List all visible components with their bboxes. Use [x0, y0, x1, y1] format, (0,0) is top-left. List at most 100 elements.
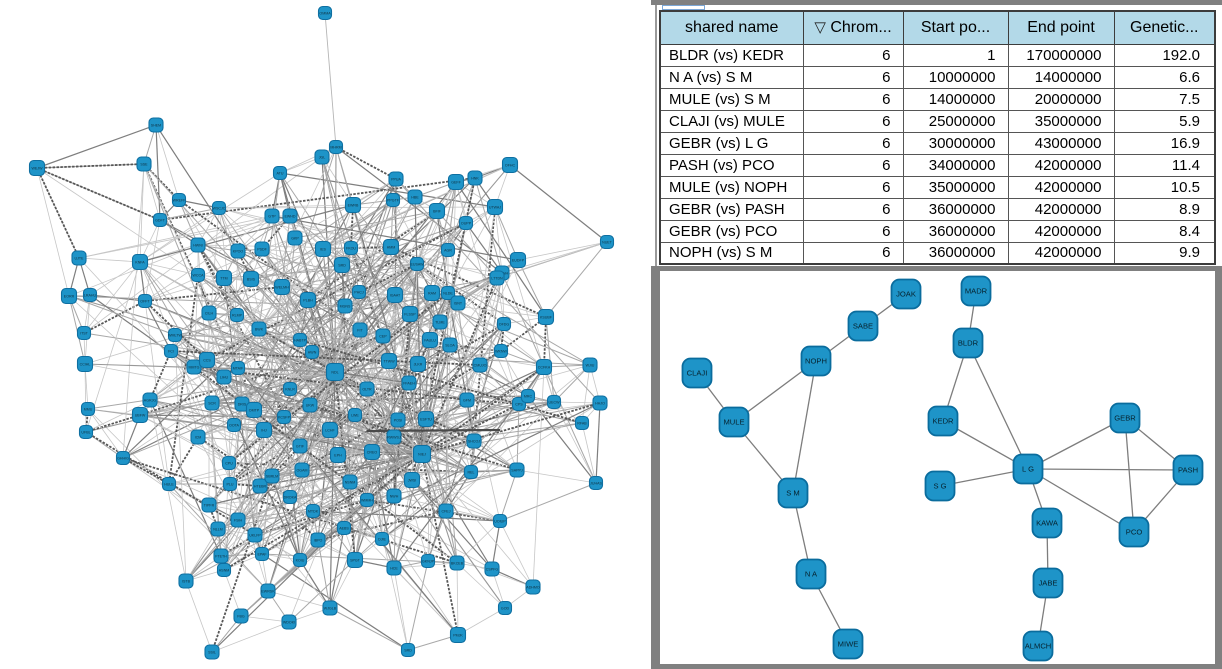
svg-text:FTETH: FTETH [215, 554, 227, 558]
svg-text:GKNJP: GKNJP [422, 559, 435, 563]
svg-text:SRD: SRD [404, 648, 412, 652]
svg-text:EUDFP: EUDFP [512, 258, 525, 262]
svg-text:MHRM: MHRM [330, 145, 341, 149]
svg-text:WDOKI: WDOKI [283, 620, 295, 624]
svg-text:L G: L G [1022, 465, 1034, 474]
svg-text:CMUJO: CMUJO [474, 363, 487, 367]
svg-text:CLAJI: CLAJI [687, 369, 708, 378]
svg-text:MADR: MADR [965, 287, 988, 296]
svg-text:HTEBR: HTEBR [254, 484, 267, 488]
svg-text:CSPFG: CSPFG [486, 567, 499, 571]
svg-text:HBE: HBE [411, 195, 419, 199]
svg-text:EWRB: EWRB [348, 203, 359, 207]
svg-text:FKOU: FKOU [346, 246, 356, 250]
svg-text:EWHD: EWHD [285, 214, 296, 218]
svg-text:ATU: ATU [277, 171, 284, 175]
svg-text:RLMP: RLMP [232, 313, 243, 317]
svg-text:WMLTW: WMLTW [168, 333, 182, 337]
svg-text:POSI: POSI [394, 418, 403, 422]
svg-text:NIEJ: NIEJ [418, 452, 426, 456]
svg-text:WELMH: WELMH [275, 285, 289, 289]
svg-text:UECW: UECW [549, 400, 561, 404]
svg-text:DJIE: DJIE [378, 537, 386, 541]
svg-text:CCFKH: CCFKH [538, 365, 551, 369]
svg-text:SHCOJ: SHCOJ [468, 439, 480, 443]
svg-text:AGR: AGR [444, 248, 452, 252]
svg-text:NUET: NUET [602, 240, 613, 244]
svg-text:OMMA: OMMA [319, 11, 331, 15]
svg-text:PPUA: PPUA [391, 177, 401, 181]
svg-text:SPGT: SPGT [350, 558, 361, 562]
svg-text:PMJK: PMJK [453, 633, 463, 637]
svg-text:MTAIF: MTAIF [233, 366, 244, 370]
svg-text:WCCA: WCCA [193, 273, 205, 277]
svg-text:KPOO: KPOO [233, 249, 244, 253]
svg-text:UKLFP: UKLFP [249, 533, 261, 537]
svg-text:EPAF: EPAF [257, 552, 267, 556]
svg-text:GOD: GOD [501, 606, 510, 610]
svg-text:ADHMO: ADHMO [526, 585, 540, 589]
svg-text:SHEM: SHEM [151, 123, 161, 127]
svg-text:HMM: HMM [387, 245, 396, 249]
svg-text:WJGLB: WJGLB [324, 606, 337, 610]
svg-text:SSIL: SSIL [208, 650, 216, 654]
svg-text:HSNM: HSNM [219, 568, 230, 572]
svg-text:SAPPJ: SAPPJ [511, 468, 523, 472]
svg-text:UBFW: UBFW [135, 413, 146, 417]
svg-text:SSE: SSE [140, 162, 148, 166]
svg-text:CFEJ: CFEJ [442, 509, 451, 513]
svg-text:IHJ: IHJ [261, 428, 267, 432]
svg-text:CEP: CEP [379, 334, 387, 338]
svg-text:BSIS: BSIS [247, 277, 256, 281]
svg-text:UKW: UKW [306, 403, 315, 407]
svg-text:GDFT: GDFT [155, 218, 166, 222]
svg-text:FAULU: FAULU [424, 338, 436, 342]
svg-text:KEDR: KEDR [932, 417, 954, 426]
svg-text:PLBH: PLBH [303, 298, 313, 302]
svg-text:TTWW: TTWW [383, 359, 395, 363]
svg-text:KOIU: KOIU [296, 558, 305, 562]
svg-text:OFHC: OFHC [505, 163, 516, 167]
svg-text:CILH: CILH [205, 311, 214, 315]
svg-text:MULE: MULE [723, 418, 744, 427]
svg-text:KSUBF: KSUBF [540, 315, 553, 319]
svg-text:KCSFP: KCSFP [278, 415, 291, 419]
svg-text:CPS: CPS [515, 402, 523, 406]
svg-text:HULE: HULE [164, 482, 174, 486]
svg-text:OLTR: OLTR [362, 387, 372, 391]
svg-text:WMMH: WMMH [361, 498, 373, 502]
svg-text:FSIH: FSIH [234, 518, 243, 522]
svg-text:MRC: MRC [524, 394, 533, 398]
svg-text:PSDF: PSDF [257, 247, 267, 251]
svg-text:FCI: FCI [168, 349, 174, 353]
svg-text:OFFT: OFFT [140, 299, 150, 303]
svg-text:REL: REL [468, 470, 475, 474]
svg-text:ALMCH: ALMCH [1025, 642, 1052, 651]
svg-text:SABE: SABE [853, 322, 873, 331]
svg-text:GTP: GTP [268, 214, 276, 218]
svg-text:PLU: PLU [227, 482, 234, 486]
svg-text:GTIF: GTIF [296, 444, 305, 448]
svg-text:JLKR: JLKR [414, 362, 423, 366]
svg-text:JABE: JABE [1039, 579, 1058, 588]
svg-text:AEBS: AEBS [339, 526, 349, 530]
svg-text:CREO: CREO [367, 450, 378, 454]
svg-text:SLOA: SLOA [445, 343, 455, 347]
svg-text:NSNM: NSNM [345, 480, 356, 484]
svg-text:IES: IES [320, 247, 326, 251]
svg-text:TTM: TTM [220, 276, 227, 280]
svg-text:PHCJ: PHCJ [354, 290, 364, 294]
svg-text:NWH: NWH [390, 494, 399, 498]
svg-text:EUSAW: EUSAW [410, 262, 424, 266]
svg-text:FBG: FBG [237, 614, 245, 618]
svg-text:FFAEH: FFAEH [403, 381, 415, 385]
svg-text:LCHF: LCHF [325, 428, 335, 432]
svg-text:KNFA: KNFA [135, 260, 145, 264]
svg-text:ESFTU: ESFTU [420, 417, 432, 421]
svg-text:BKCEB: BKCEB [451, 561, 464, 565]
svg-text:BFIF: BFIF [433, 209, 442, 213]
svg-text:KAWA: KAWA [1036, 519, 1059, 528]
svg-text:GEBR: GEBR [1114, 414, 1136, 423]
svg-text:GHHIG: GHHIG [117, 456, 129, 460]
svg-text:BWK: BWK [255, 327, 264, 331]
